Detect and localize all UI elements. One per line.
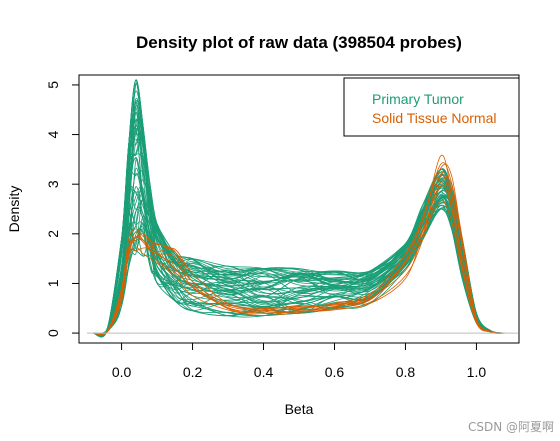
density-curve-solid-tissue-normal (93, 176, 505, 335)
y-tick-label: 5 (45, 81, 61, 89)
watermark: CSDN @阿夏啊 (467, 420, 554, 434)
y-tick-label: 4 (45, 130, 61, 138)
density-curve-primary-tumor (93, 134, 505, 338)
x-axis: 0.0 0.2 0.4 0.6 0.8 1.0 (112, 342, 487, 380)
density-curve-solid-tissue-normal (93, 163, 505, 336)
density-curve-primary-tumor (93, 200, 505, 334)
y-tick-label: 0 (45, 329, 61, 337)
density-curve-solid-tissue-normal (93, 172, 505, 335)
y-tick-label: 3 (45, 180, 61, 188)
x-tick-label: 0.4 (254, 364, 274, 380)
density-curve-solid-tissue-normal (93, 184, 505, 335)
x-tick-label: 0.6 (325, 364, 345, 380)
x-tick-label: 0.2 (183, 364, 203, 380)
y-axis-label: Density (6, 186, 22, 233)
density-curve-primary-tumor (93, 188, 505, 336)
x-tick-label: 0.8 (396, 364, 416, 380)
x-tick-label: 0.0 (112, 364, 132, 380)
legend-box (343, 77, 520, 137)
legend-entry-solid-tissue-normal: Solid Tissue Normal (372, 110, 497, 126)
y-tick-label: 2 (45, 230, 61, 238)
y-axis: 0 1 2 3 4 5 (45, 81, 80, 337)
density-curves (93, 79, 505, 338)
density-curve-solid-tissue-normal (93, 200, 505, 336)
density-curve-solid-tissue-normal (93, 162, 505, 336)
y-tick-label: 1 (45, 279, 61, 287)
x-axis-label: Beta (285, 401, 314, 417)
legend-entry-primary-tumor: Primary Tumor (372, 91, 464, 107)
x-tick-label: 1.0 (467, 364, 487, 380)
legend: Primary Tumor Solid Tissue Normal (343, 77, 520, 137)
chart-title: Density plot of raw data (398504 probes) (136, 33, 462, 52)
